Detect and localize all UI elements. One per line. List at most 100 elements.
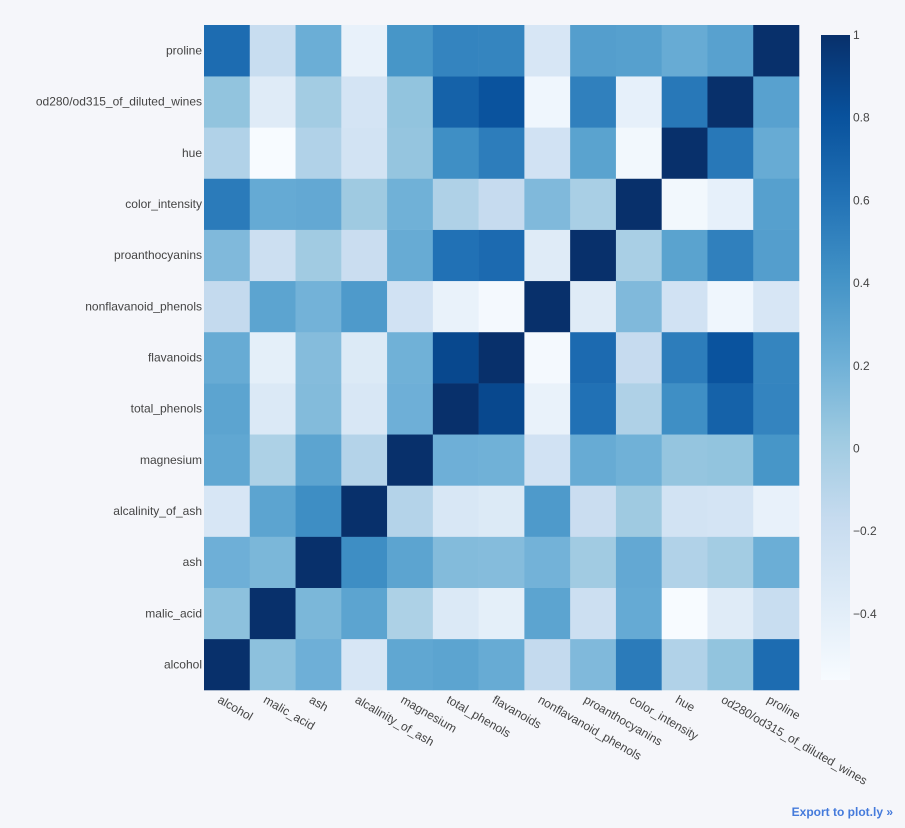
heatmap-cell-malic_acid-total_phenols <box>432 587 479 640</box>
heatmap-cell-malic_acid-hue <box>661 587 708 640</box>
heatmap-cell-nonflavanoid_phenols-malic_acid <box>249 280 296 333</box>
heatmap-cell-alcalinity_of_ash-proanthocyanins <box>570 485 617 537</box>
heatmap-cell-od280/od315_of_diluted_wines-nonflavanoid_phenols <box>524 76 571 128</box>
heatmap-cells <box>204 25 800 691</box>
heatmap-cell-proanthocyanins-flavanoids <box>478 229 525 282</box>
heatmap-cell-alcalinity_of_ash-flavanoids <box>478 485 525 537</box>
heatmap-cell-ash-color_intensity <box>615 536 662 588</box>
heatmap-cell-color_intensity-alcalinity_of_ash <box>341 178 388 230</box>
heatmap-cell-alcalinity_of_ash-od280/od315_of_diluted_wines <box>707 485 754 537</box>
heatmap-cell-nonflavanoid_phenols-proanthocyanins <box>570 280 617 333</box>
heatmap-cell-od280/od315_of_diluted_wines-ash <box>295 76 342 128</box>
heatmap-cell-malic_acid-ash <box>295 587 342 640</box>
heatmap-cell-color_intensity-hue <box>661 178 708 230</box>
heatmap-cell-color_intensity-ash <box>295 178 342 230</box>
heatmap-cell-ash-alcalinity_of_ash <box>341 536 388 588</box>
heatmap-cell-total_phenols-ash <box>295 383 342 435</box>
heatmap-cell-magnesium-proline <box>753 434 800 486</box>
heatmap-cell-magnesium-malic_acid <box>249 434 296 486</box>
heatmap-cell-proline-color_intensity <box>615 25 662 77</box>
heatmap-cell-proline-nonflavanoid_phenols <box>524 25 571 77</box>
heatmap-cell-total_phenols-od280/od315_of_diluted_wines <box>707 383 754 435</box>
heatmap-cell-nonflavanoid_phenols-nonflavanoid_phenols <box>524 280 571 333</box>
heatmap-cell-flavanoids-alcohol <box>204 331 251 384</box>
export-to-plotly-link[interactable]: Export to plot.ly » <box>791 805 893 819</box>
heatmap-cell-hue-od280/od315_of_diluted_wines <box>707 127 754 179</box>
heatmap-cell-ash-alcohol <box>204 536 251 588</box>
heatmap-cell-alcalinity_of_ash-malic_acid <box>249 485 296 537</box>
heatmap-cell-alcalinity_of_ash-magnesium <box>387 485 434 537</box>
y-tick-label: proline <box>166 44 202 58</box>
heatmap-cell-alcohol-alcalinity_of_ash <box>341 638 388 691</box>
heatmap-cell-malic_acid-proline <box>753 587 800 640</box>
heatmap-cell-total_phenols-total_phenols <box>432 383 479 435</box>
colorbar-tick-label: 0.4 <box>853 276 870 290</box>
heatmap-cell-flavanoids-hue <box>661 331 708 384</box>
heatmap-cell-proline-proanthocyanins <box>570 25 617 77</box>
heatmap-cell-magnesium-proanthocyanins <box>570 434 617 486</box>
heatmap-cell-magnesium-magnesium <box>387 434 434 486</box>
heatmap-cell-total_phenols-flavanoids <box>478 383 525 435</box>
heatmap-cell-malic_acid-od280/od315_of_diluted_wines <box>707 587 754 640</box>
heatmap-cell-magnesium-nonflavanoid_phenols <box>524 434 571 486</box>
y-axis-ticks: alcohol malic_acid ash alcalinity_of_ash mag… <box>36 44 202 672</box>
x-tick-label: malic_acid <box>261 692 317 732</box>
y-tick-label: color_intensity <box>125 197 202 211</box>
heatmap-cell-hue-ash <box>295 127 342 179</box>
heatmap-cell-proanthocyanins-proanthocyanins <box>570 229 617 282</box>
heatmap-cell-alcalinity_of_ash-color_intensity <box>615 485 662 537</box>
heatmap-cell-total_phenols-malic_acid <box>249 383 296 435</box>
heatmap-cell-magnesium-color_intensity <box>615 434 662 486</box>
heatmap-cell-color_intensity-color_intensity <box>615 178 662 230</box>
heatmap-cell-ash-hue <box>661 536 708 588</box>
heatmap-cell-hue-proanthocyanins <box>570 127 617 179</box>
heatmap-cell-alcohol-magnesium <box>387 638 434 691</box>
heatmap-cell-hue-color_intensity <box>615 127 662 179</box>
heatmap-cell-flavanoids-malic_acid <box>249 331 296 384</box>
colorbar-tick-label: −0.4 <box>853 607 877 621</box>
heatmap-cell-proline-alcalinity_of_ash <box>341 25 388 77</box>
heatmap-cell-flavanoids-flavanoids <box>478 331 525 384</box>
heatmap-cell-ash-flavanoids <box>478 536 525 588</box>
heatmap-cell-proanthocyanins-nonflavanoid_phenols <box>524 229 571 282</box>
heatmap-cell-hue-magnesium <box>387 127 434 179</box>
heatmap-cell-alcohol-proanthocyanins <box>570 638 617 691</box>
heatmap-cell-color_intensity-nonflavanoid_phenols <box>524 178 571 230</box>
heatmap-cell-flavanoids-od280/od315_of_diluted_wines <box>707 331 754 384</box>
heatmap-cell-proanthocyanins-magnesium <box>387 229 434 282</box>
heatmap-cell-alcalinity_of_ash-hue <box>661 485 708 537</box>
heatmap-cell-hue-total_phenols <box>432 127 479 179</box>
heatmap-cell-proline-malic_acid <box>249 25 296 77</box>
heatmap-cell-flavanoids-ash <box>295 331 342 384</box>
y-tick-label: nonflavanoid_phenols <box>85 299 202 313</box>
heatmap-cell-malic_acid-nonflavanoid_phenols <box>524 587 571 640</box>
heatmap-cell-hue-alcalinity_of_ash <box>341 127 388 179</box>
heatmap-cell-total_phenols-proline <box>753 383 800 435</box>
heatmap-cell-flavanoids-color_intensity <box>615 331 662 384</box>
heatmap-cell-proanthocyanins-hue <box>661 229 708 282</box>
heatmap-cell-flavanoids-proline <box>753 331 800 384</box>
heatmap-cell-alcohol-color_intensity <box>615 638 662 691</box>
y-tick-label: flavanoids <box>148 351 202 365</box>
heatmap-cell-proline-hue <box>661 25 708 77</box>
heatmap-cell-nonflavanoid_phenols-hue <box>661 280 708 333</box>
y-tick-label: total_phenols <box>131 402 202 416</box>
heatmap-cell-malic_acid-magnesium <box>387 587 434 640</box>
heatmap-cell-total_phenols-alcalinity_of_ash <box>341 383 388 435</box>
heatmap-cell-alcohol-nonflavanoid_phenols <box>524 638 571 691</box>
heatmap-cell-od280/od315_of_diluted_wines-flavanoids <box>478 76 525 128</box>
colorbar-tick-label: 0 <box>853 441 860 455</box>
heatmap-cell-alcohol-proline <box>753 638 800 691</box>
heatmap-cell-alcohol-od280/od315_of_diluted_wines <box>707 638 754 691</box>
heatmap-cell-od280/od315_of_diluted_wines-od280/od315_of_diluted_wines <box>707 76 754 128</box>
heatmap-cell-alcohol-alcohol <box>204 638 251 691</box>
y-tick-label: ash <box>183 555 202 569</box>
heatmap-cell-color_intensity-magnesium <box>387 178 434 230</box>
y-tick-label: hue <box>182 146 202 160</box>
heatmap-cell-od280/od315_of_diluted_wines-hue <box>661 76 708 128</box>
heatmap-cell-flavanoids-total_phenols <box>432 331 479 384</box>
colorbar-gradient <box>821 35 850 680</box>
heatmap-cell-color_intensity-alcohol <box>204 178 251 230</box>
heatmap-cell-malic_acid-malic_acid <box>249 587 296 640</box>
